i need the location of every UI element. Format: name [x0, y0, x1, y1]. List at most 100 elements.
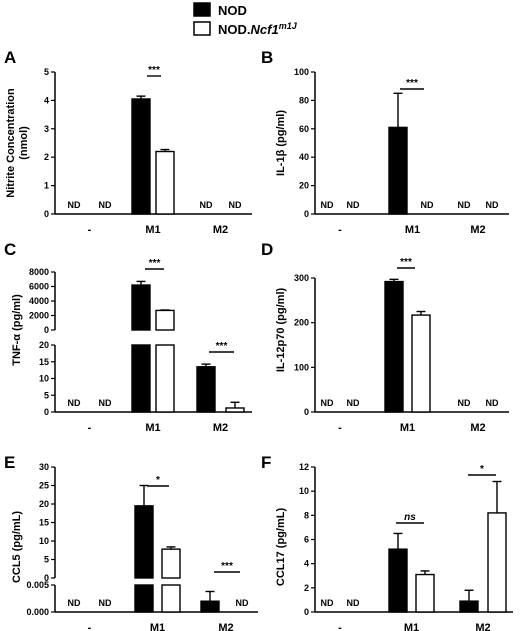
y-tick-label-b: 0 [304, 209, 309, 219]
nd-label: ND [321, 398, 334, 408]
panel-letter-e: E [4, 453, 15, 472]
nd-label: ND [458, 200, 471, 210]
x-category-label: - [88, 224, 92, 236]
chart-e: E CCL5 (pg/mL) 0 5 10 15 20 25 30 0.000 0.005 - M1 M2… [4, 453, 258, 631]
nd-label: ND [229, 200, 242, 210]
bar [384, 280, 404, 413]
y-tick-label-f: 4 [304, 559, 309, 569]
y-tick-label-b: 100 [294, 67, 309, 77]
significance-label: *** [148, 65, 160, 76]
nd-label: ND [347, 598, 360, 608]
y-tick-label-f: 12 [299, 462, 309, 472]
y-tick-label-d: 100 [294, 362, 309, 372]
x-category-label: M1 [145, 224, 160, 236]
bar [155, 344, 175, 413]
legend-label-ncf1: NOD.Ncf1m1J [218, 21, 298, 37]
bar [161, 548, 181, 579]
y-axis-label-c: TNF-α (pg/ml) [11, 294, 23, 366]
y-tick-label-d: 200 [294, 318, 309, 328]
y-tick-label-c-lower: 15 [39, 357, 49, 367]
y-axis-label-e: CCL5 (pg/mL) [11, 511, 23, 583]
y-tick-label-c-lower: 10 [39, 374, 49, 384]
x-category-label: M1 [404, 622, 419, 631]
nd-label: ND [347, 200, 360, 210]
nd-label: ND [68, 598, 81, 608]
bar [161, 584, 181, 613]
y-tick-label-f: 6 [304, 535, 309, 545]
x-category-label: M1 [150, 622, 165, 631]
legend-swatch-nod [193, 2, 211, 17]
y-tick-label-e-upper: 0 [44, 573, 49, 583]
y-tick-label-a: 5 [44, 67, 49, 77]
panel-letter-a: A [4, 48, 16, 67]
y-axis-label-a: Nitrite Concentration(nmol) [5, 88, 30, 198]
bar [134, 584, 154, 613]
significance-label: ns [404, 512, 416, 523]
y-tick-label-e-upper: 10 [39, 536, 49, 546]
y-tick-label-b: 80 [299, 95, 309, 105]
y-tick-label-a: 3 [44, 124, 49, 134]
bar [131, 98, 151, 215]
nd-label: ND [321, 200, 334, 210]
y-tick-label-c-lower: 0 [44, 407, 49, 417]
x-category-label: - [338, 422, 342, 434]
bar [388, 126, 408, 215]
bar [196, 366, 216, 413]
y-tick-label-e-upper: 5 [44, 555, 49, 565]
nd-label: ND [321, 598, 334, 608]
chart-b: B IL-1β (pg/ml) 0 20 40 60 80 100 - M1 M2 ND ND ND ND N… [261, 48, 509, 236]
bar [200, 600, 220, 613]
significance-label: * [480, 464, 484, 475]
chart-a: A Nitrite Concentration(nmol) 0 1 2 3 4 5 - M1 M2 N… [4, 48, 252, 236]
significance-label: *** [216, 341, 228, 352]
y-tick-label-b: 60 [299, 124, 309, 134]
panel-letter-f: F [261, 453, 271, 472]
chart-d: D IL-12p70 (pg/ml) 0 100 200 300 - M1 M2 ND ND ND ND… [261, 240, 509, 434]
bar [459, 600, 479, 613]
y-tick-label-b: 40 [299, 152, 309, 162]
bar [487, 512, 507, 613]
significance-label: * [156, 475, 160, 486]
nd-label: ND [236, 598, 249, 608]
panel-letter-b: B [261, 48, 273, 67]
x-category-label: M2 [213, 224, 228, 236]
y-tick-label-c-upper: 4000 [29, 296, 49, 306]
nd-label: ND [68, 398, 81, 408]
y-tick-label-e-upper: 25 [39, 481, 49, 491]
y-tick-label-c-lower: 20 [39, 340, 49, 350]
nd-label: ND [458, 398, 471, 408]
y-tick-label-a: 1 [44, 181, 49, 191]
y-axis-label-b: IL-1β (pg/ml) [275, 110, 287, 176]
bar [155, 309, 175, 331]
y-tick-label-a: 4 [44, 95, 49, 105]
x-category-label: - [338, 224, 342, 236]
x-category-label: M1 [400, 422, 415, 434]
y-tick-label-e-lower: 0.000 [26, 607, 49, 617]
bar [225, 407, 245, 413]
y-tick-label-e-upper: 20 [39, 499, 49, 509]
y-tick-label-c-upper: 2000 [29, 311, 49, 321]
bar [155, 150, 175, 215]
significance-label: *** [221, 561, 233, 572]
bar [134, 505, 154, 579]
significance-label: *** [406, 78, 418, 89]
nd-label: ND [421, 200, 434, 210]
nd-label: ND [200, 200, 213, 210]
y-axis-label-d: IL-12p70 (pg/ml) [275, 287, 287, 372]
bar [131, 284, 151, 331]
x-category-label: - [338, 622, 342, 631]
y-tick-label-c-upper: 8000 [29, 267, 49, 277]
y-tick-label-f: 0 [304, 607, 309, 617]
bar [411, 314, 431, 413]
y-tick-label-e-lower: 0.005 [26, 580, 49, 590]
x-category-label: M2 [470, 422, 485, 434]
panel-letter-d: D [261, 240, 273, 259]
significance-label: *** [149, 258, 161, 269]
bar [131, 344, 151, 413]
bar [388, 548, 408, 613]
nd-label: ND [486, 398, 499, 408]
legend-swatch-ncf1 [193, 21, 211, 36]
y-axis-label-f: CCL17 (pg/mL) [275, 508, 287, 587]
y-tick-label-e-upper: 30 [39, 462, 49, 472]
